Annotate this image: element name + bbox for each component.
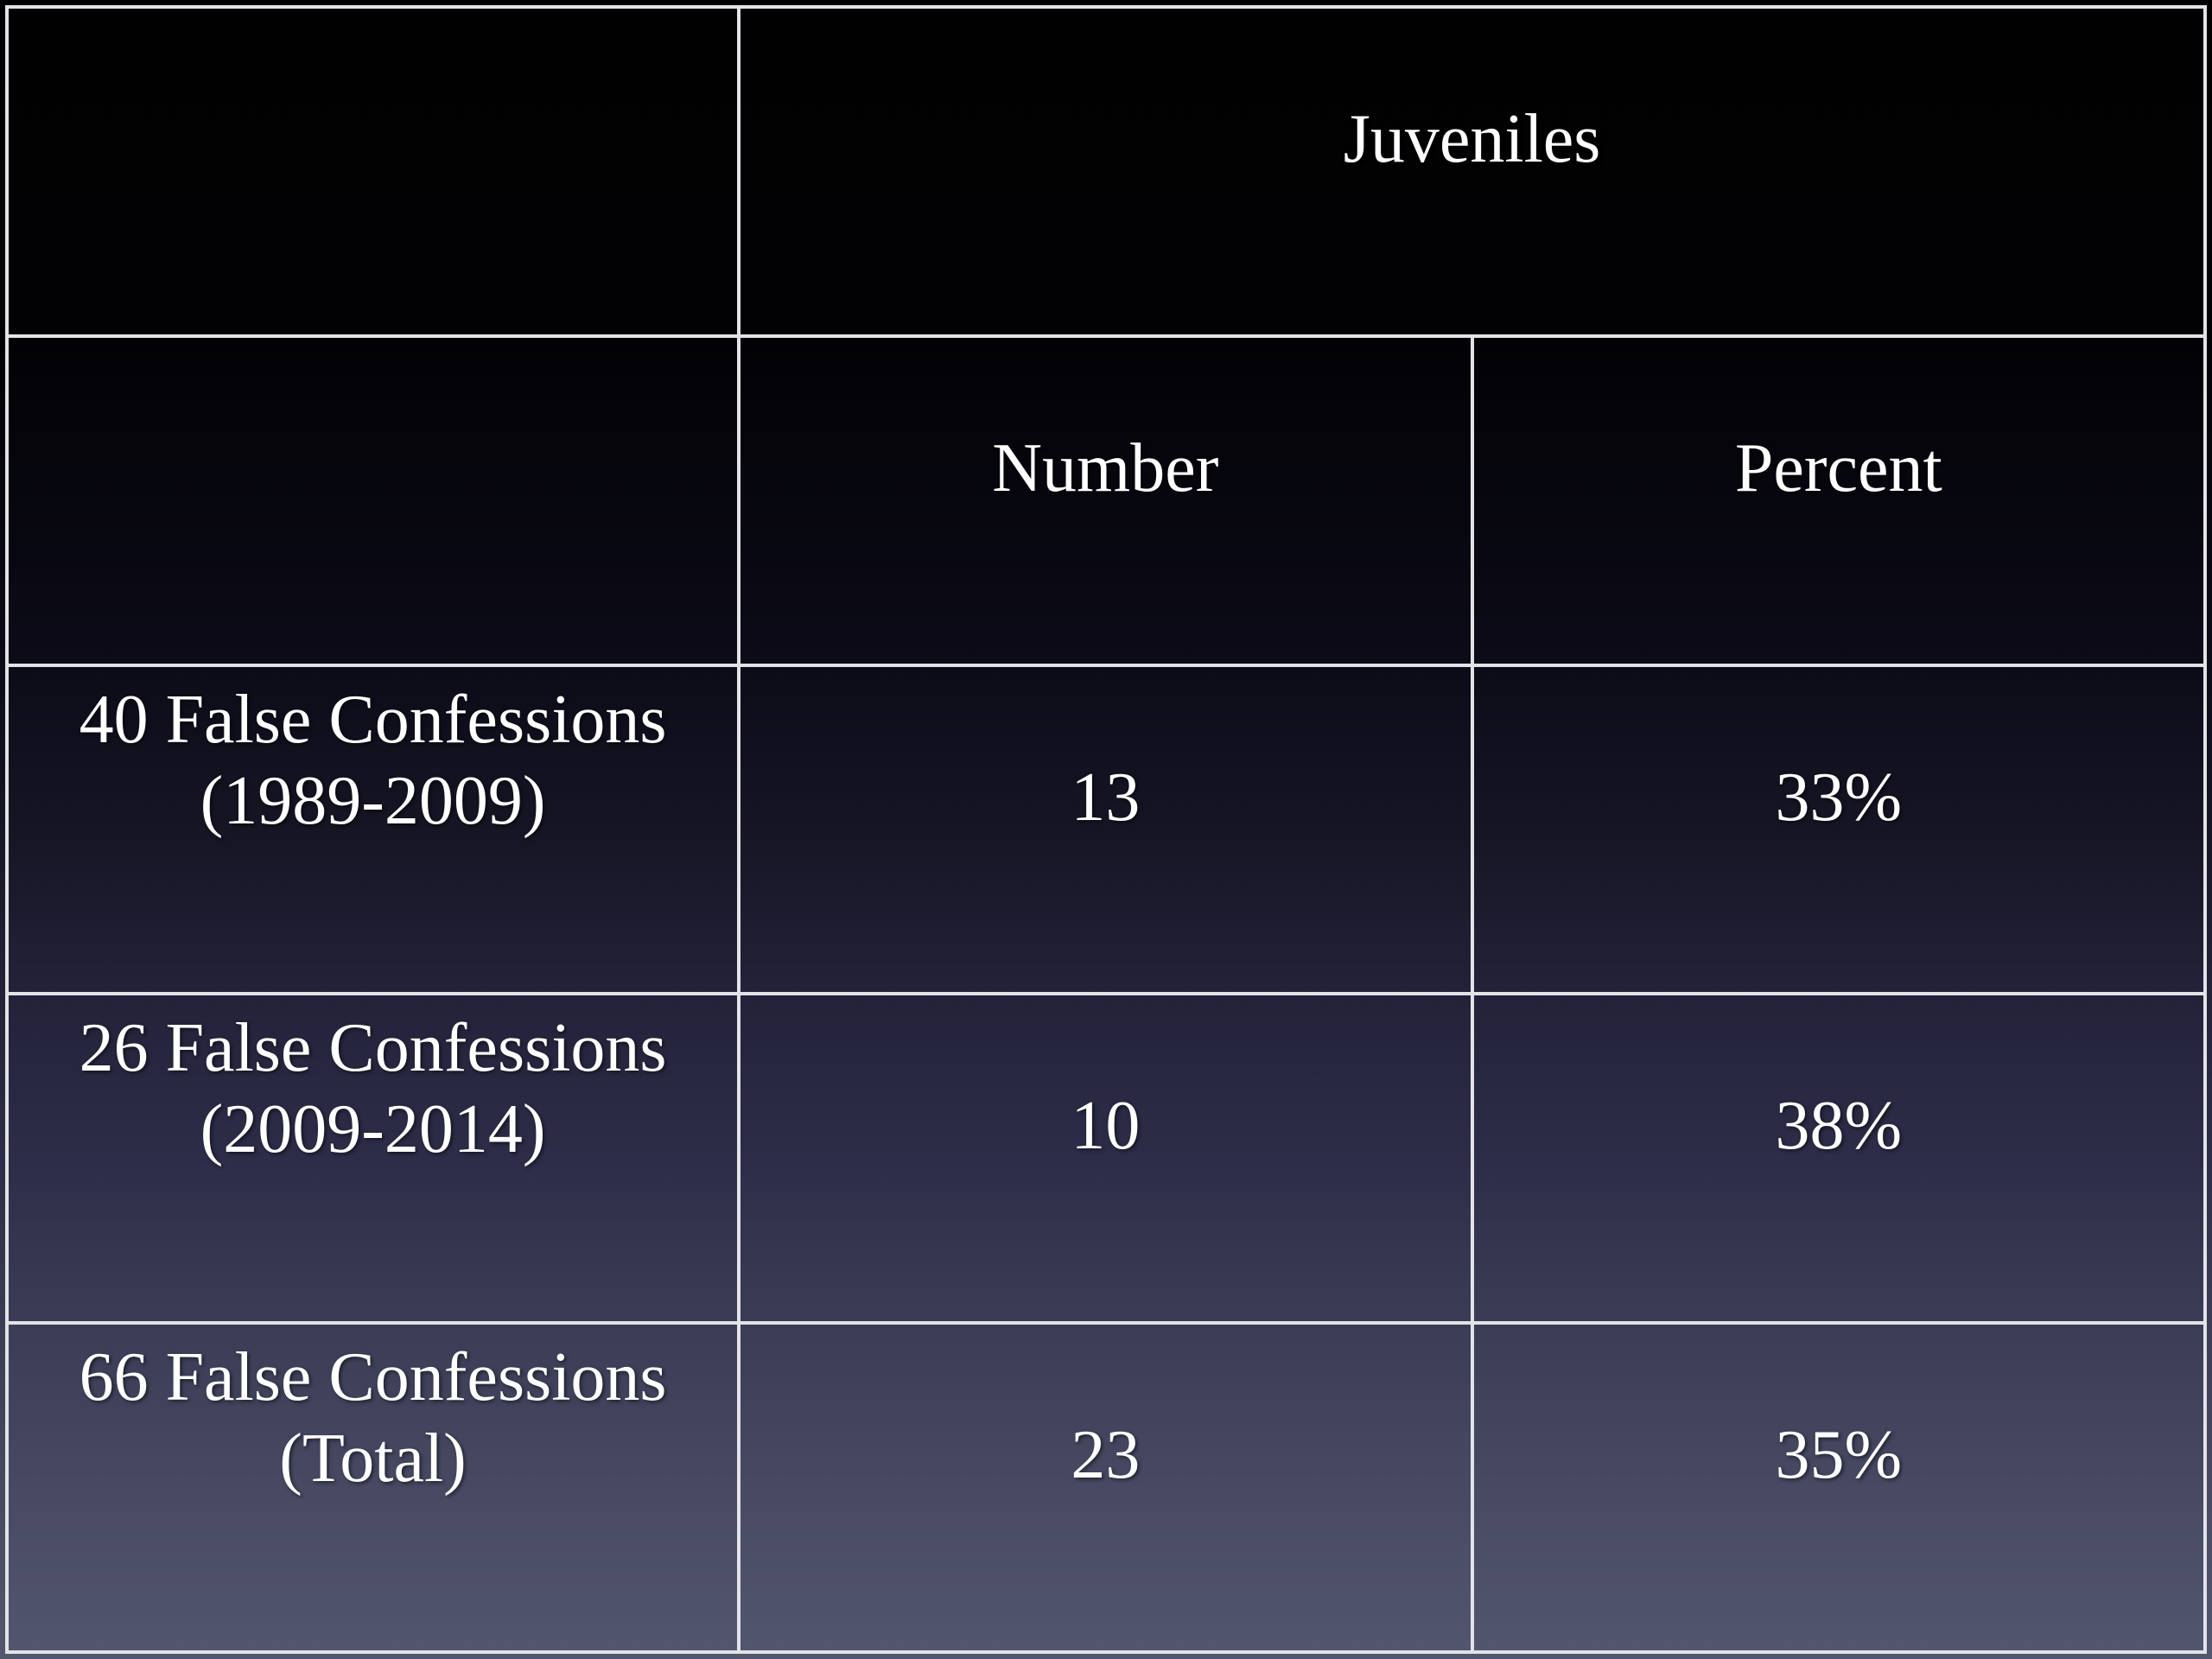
row-label-cell: 66 False Confessions (Total)	[4, 1321, 741, 1654]
row-label-line2: (1989-2009)	[200, 762, 546, 839]
number-value-cell: 13	[737, 663, 1474, 996]
row-label-line2: (Total)	[279, 1421, 467, 1497]
number-value-cell: 10	[737, 992, 1474, 1325]
row-label-cell: 40 False Confessions (1989-2009)	[4, 663, 741, 996]
row-label-cell: 26 False Confessions (2009-2014)	[4, 992, 741, 1325]
table-row-column-headers: Number Percent	[4, 334, 2208, 667]
table-row: 40 False Confessions (1989-2009) 13 33%	[4, 663, 2208, 996]
row-label-line2: (2009-2014)	[200, 1091, 546, 1168]
empty-header-cell	[4, 334, 741, 667]
table-row-group-header: Juveniles	[4, 5, 2207, 338]
table-row: 26 False Confessions (2009-2014) 10 38%	[4, 992, 2208, 1325]
group-header-cell-juveniles: Juveniles	[737, 5, 2207, 338]
juveniles-false-confessions-table: Juveniles Number Percent 40 False Confes…	[4, 5, 2208, 1654]
table-row: 66 False Confessions (Total) 23 35%	[4, 1321, 2208, 1654]
column-header-number: Number	[737, 334, 1474, 667]
percent-value-cell: 38%	[1470, 992, 2208, 1325]
row-label-line1: 26 False Confessions	[79, 1010, 667, 1087]
empty-corner-cell	[4, 5, 741, 338]
row-label-line1: 40 False Confessions	[79, 681, 667, 758]
row-label-line1: 66 False Confessions	[79, 1339, 667, 1416]
column-header-percent: Percent	[1470, 334, 2208, 667]
percent-value-cell: 35%	[1470, 1321, 2208, 1654]
percent-value-cell: 33%	[1470, 663, 2208, 996]
number-value-cell: 23	[737, 1321, 1474, 1654]
